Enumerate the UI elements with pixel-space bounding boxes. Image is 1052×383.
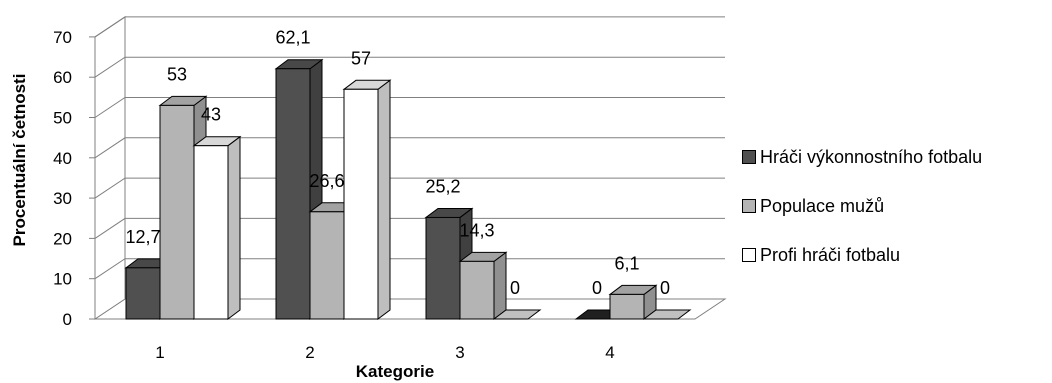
bar-front [609, 293, 645, 320]
gridlines [94, 16, 725, 280]
bar-front [459, 260, 495, 320]
bar-zero [492, 309, 542, 320]
y-tick-label: 10 [53, 270, 72, 289]
data-label: 57 [351, 48, 371, 68]
bar [458, 251, 508, 320]
bar-front [275, 68, 311, 320]
data-label: 26,6 [309, 171, 344, 191]
y-tick-label: 0 [63, 310, 72, 329]
data-labels: 12,7 53 43 62,1 26,6 57 25,2 14,3 0 0 6,1 0 [125, 28, 670, 298]
y-tick-label: 50 [53, 109, 72, 128]
y-tick-label: 40 [53, 149, 72, 168]
data-label: 12,7 [125, 227, 160, 247]
legend-label: Populace mužů [760, 195, 885, 216]
y-axis-title: Procentuální četnosti [10, 74, 29, 247]
bar-front [125, 267, 161, 320]
bar [342, 79, 392, 320]
y-tick-label: 60 [53, 68, 72, 87]
data-label: 53 [167, 64, 187, 84]
y-tick-label: 20 [53, 229, 72, 248]
chart-side-wall [94, 15, 126, 320]
legend-item-hraci-vykonnostniho-fotbalu: Hráči výkonnostního fotbalu [742, 146, 982, 168]
data-label: 0 [660, 278, 670, 298]
data-label: 25,2 [425, 176, 460, 196]
data-label: 14,3 [459, 220, 494, 240]
legend-label: Profi hráči fotbalu [760, 244, 901, 265]
gridline [94, 56, 725, 78]
axes [89, 36, 96, 320]
bar-front [425, 216, 461, 320]
gridline [94, 97, 725, 118]
gridline [94, 137, 725, 159]
legend: Hráči výkonnostního fotbalu Populace muž… [742, 146, 982, 293]
x-tick-labels: 1 2 3 4 [155, 343, 614, 362]
gridline [94, 177, 725, 199]
gridline [94, 217, 725, 239]
legend-item-profi-hraci-fotbalu: Profi hráči fotbalu [742, 244, 982, 266]
x-tick-label: 1 [155, 343, 164, 362]
data-label: 0 [592, 278, 602, 298]
data-label: 0 [510, 278, 520, 298]
bar-side [493, 251, 507, 320]
data-label: 43 [201, 105, 221, 125]
bar-front [159, 104, 195, 320]
bar-front [309, 211, 345, 320]
bar-front [343, 88, 379, 320]
y-tick-label: 30 [53, 189, 72, 208]
x-tick-label: 4 [605, 343, 614, 362]
x-tick-label: 2 [305, 343, 314, 362]
x-tick-label: 3 [455, 343, 464, 362]
bars [124, 58, 692, 320]
bar [642, 309, 692, 320]
legend-item-populace-muzu: Populace mužů [742, 195, 982, 217]
gridline [94, 258, 725, 280]
legend-swatch [742, 199, 756, 213]
data-label: 6,1 [614, 253, 639, 273]
bar-zero [642, 309, 692, 320]
y-tick-labels: 0 10 20 30 40 50 60 70 [53, 28, 72, 329]
bar-side [227, 135, 241, 320]
bar-side [377, 79, 391, 320]
gridline [94, 16, 725, 38]
data-label: 62,1 [275, 28, 310, 48]
bar [192, 135, 242, 320]
legend-swatch [742, 248, 756, 262]
bar [492, 309, 542, 320]
x-axis-title: Kategorie [356, 362, 434, 381]
bar [608, 284, 658, 320]
bar-front [193, 145, 229, 320]
legend-swatch [742, 150, 756, 164]
legend-label: Hráči výkonnostního fotbalu [760, 146, 983, 167]
y-tick-label: 70 [53, 28, 72, 47]
